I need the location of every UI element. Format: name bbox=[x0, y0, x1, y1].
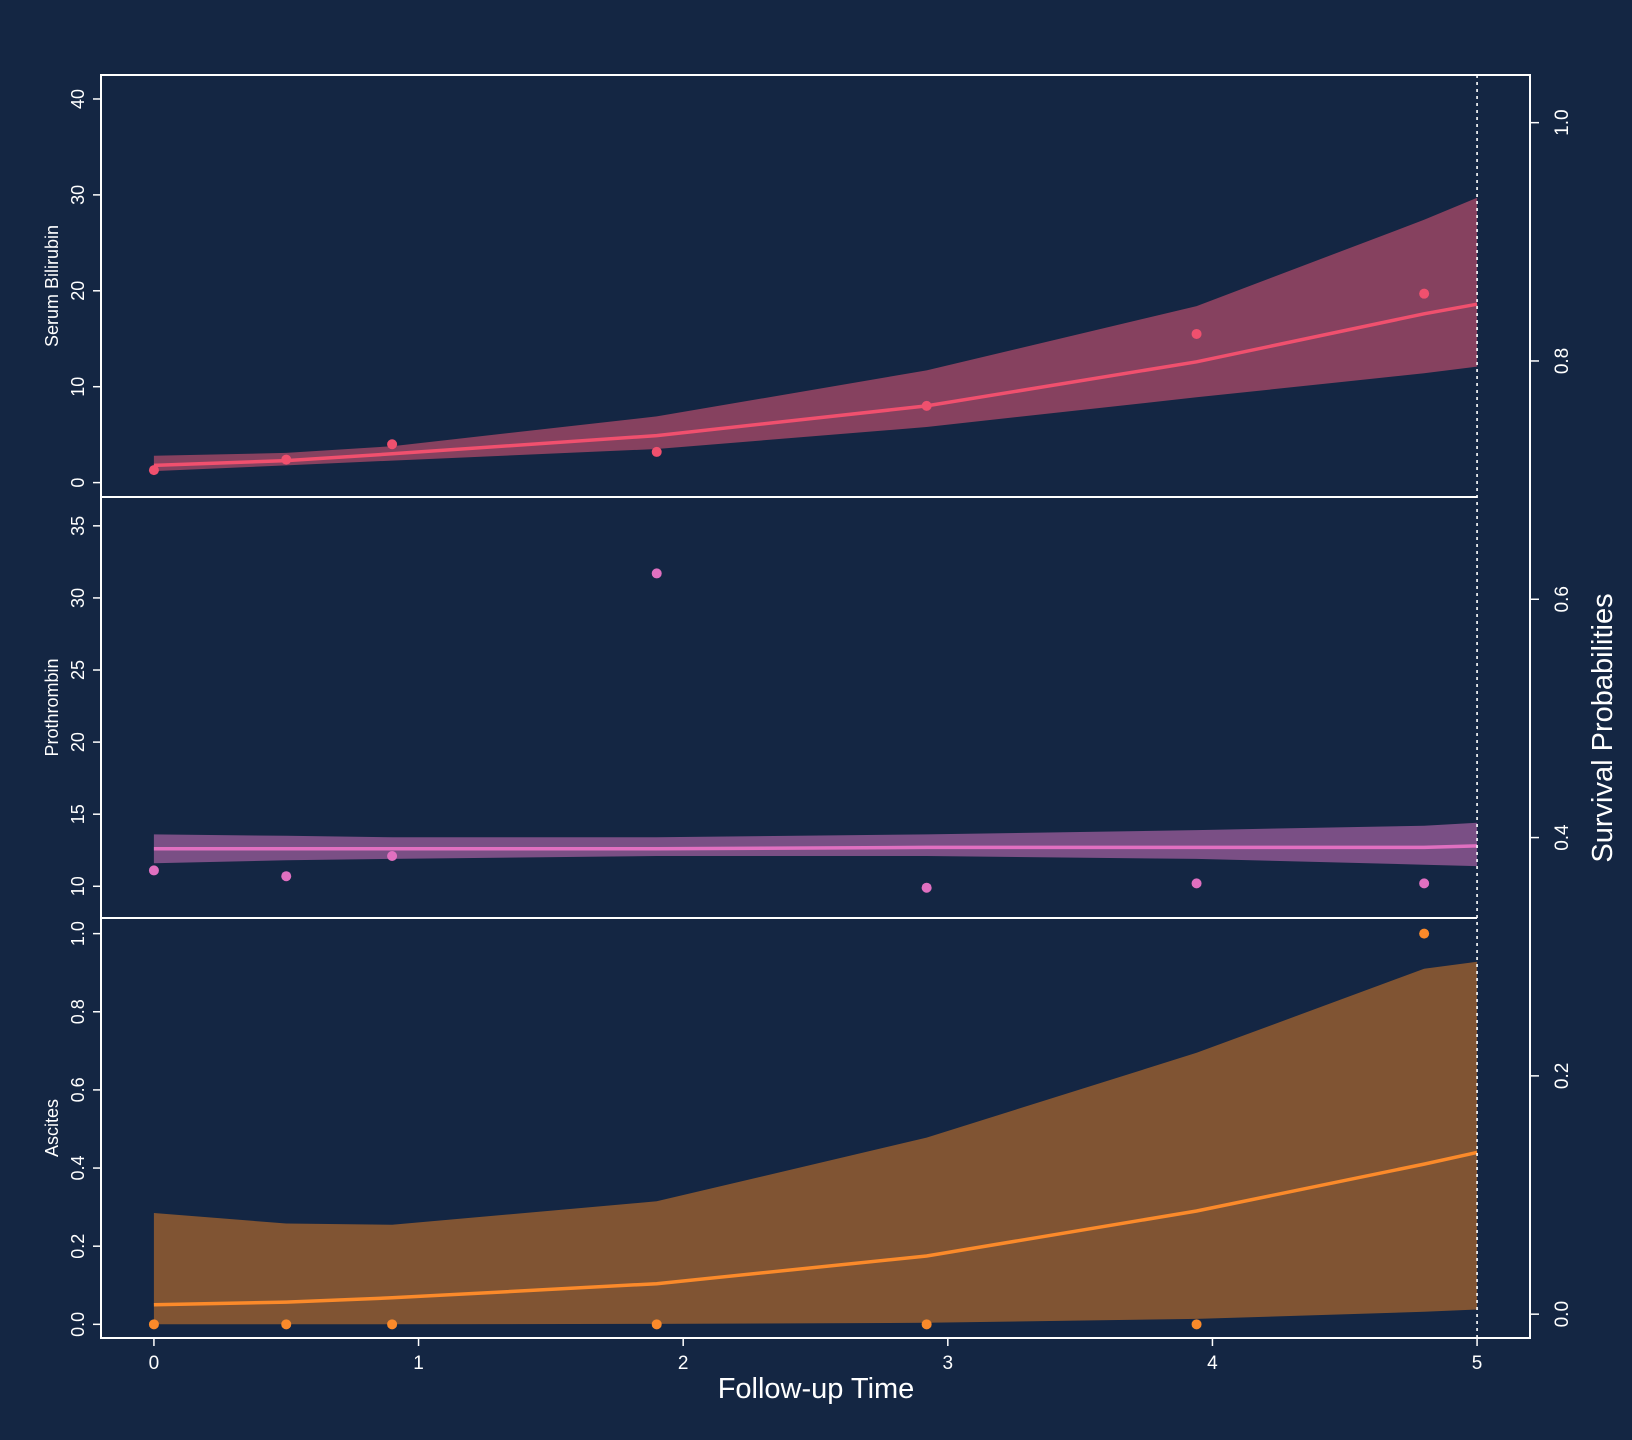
x-tick-label: 3 bbox=[943, 1353, 954, 1374]
fitted-line bbox=[153, 844, 1478, 851]
data-point bbox=[148, 465, 159, 476]
x-tick-label: 2 bbox=[678, 1353, 689, 1374]
x-tick-label: 0 bbox=[149, 1353, 160, 1374]
data-point bbox=[281, 871, 292, 882]
y-tick-label: 0.4 bbox=[68, 1156, 88, 1181]
y-tick-label: 10 bbox=[68, 377, 88, 397]
y-tick-label: 40 bbox=[68, 89, 88, 109]
y2-tick-label: 0.6 bbox=[1552, 586, 1573, 612]
right-axis: 0.0 0.2 0.4 0.6 0.8 1.0 bbox=[1530, 109, 1573, 1327]
x-axis-label: Follow-up Time bbox=[718, 1373, 915, 1405]
panels: 0 10 20 30 40 Serum Bilirubin 10 15 20 25 30 35 Prot… bbox=[42, 74, 1531, 1339]
y2-tick-label: 0.2 bbox=[1552, 1063, 1573, 1089]
data-point bbox=[148, 865, 159, 876]
data-point bbox=[387, 1319, 398, 1330]
data-point bbox=[387, 439, 398, 450]
y-tick-label: 1.0 bbox=[68, 921, 88, 946]
confidence-band bbox=[153, 822, 1478, 867]
y-axis-label: Serum Bilirubin bbox=[42, 225, 62, 347]
y-tick-label: 0 bbox=[68, 478, 88, 488]
y-tick-label: 30 bbox=[68, 185, 88, 205]
data-point bbox=[281, 1319, 292, 1330]
x-tick-label: 1 bbox=[413, 1353, 424, 1374]
y2-tick-label: 0.8 bbox=[1552, 348, 1573, 374]
panel-ascites: 0.0 0.2 0.4 0.6 0.8 1.0 Ascites bbox=[42, 921, 1478, 1337]
data-point bbox=[148, 1319, 159, 1330]
y2-tick-label: 0.0 bbox=[1552, 1301, 1573, 1327]
data-point bbox=[921, 400, 932, 411]
confidence-band bbox=[153, 197, 1478, 472]
x-tick-label: 5 bbox=[1472, 1353, 1483, 1374]
plot-frame bbox=[100, 74, 1531, 1339]
right-axis-label: Survival Probabilities bbox=[1587, 593, 1619, 862]
data-point bbox=[1191, 878, 1202, 889]
y-axis-label: Ascites bbox=[42, 1099, 62, 1157]
data-point bbox=[651, 446, 662, 457]
y2-tick-label: 0.4 bbox=[1552, 824, 1573, 851]
y-tick-label: 35 bbox=[68, 516, 88, 536]
y-tick-label: 0.2 bbox=[68, 1234, 88, 1259]
data-point bbox=[1419, 288, 1430, 299]
data-point bbox=[651, 1319, 662, 1330]
y-tick-label: 0.6 bbox=[68, 1077, 88, 1102]
data-point bbox=[1419, 878, 1430, 889]
panel-prothrombin: 10 15 20 25 30 35 Prothrombin bbox=[42, 516, 1478, 896]
y-tick-label: 20 bbox=[68, 732, 88, 752]
y-tick-label: 0.0 bbox=[68, 1312, 88, 1337]
y-tick-label: 10 bbox=[68, 876, 88, 896]
confidence-band bbox=[153, 961, 1478, 1325]
panel-bilirubin: 0 10 20 30 40 Serum Bilirubin bbox=[42, 89, 1478, 488]
data-point bbox=[1191, 1319, 1202, 1330]
y-tick-label: 20 bbox=[68, 281, 88, 301]
y-tick-label: 30 bbox=[68, 588, 88, 608]
data-point bbox=[387, 851, 398, 862]
y-tick-label: 25 bbox=[68, 660, 88, 680]
data-point bbox=[921, 1319, 932, 1330]
data-point bbox=[1419, 928, 1430, 939]
y2-tick-label: 1.0 bbox=[1552, 109, 1573, 135]
data-point bbox=[921, 882, 932, 893]
y-tick-label: 0.8 bbox=[68, 999, 88, 1024]
y-tick-label: 15 bbox=[68, 804, 88, 824]
data-point bbox=[1191, 328, 1202, 339]
x-axis: 0 1 2 3 4 5 bbox=[149, 1338, 1483, 1374]
data-point bbox=[281, 454, 292, 465]
data-point bbox=[651, 568, 662, 579]
fitted-line bbox=[153, 302, 1478, 468]
fitted-line bbox=[153, 1150, 1478, 1307]
y-axis-label: Prothrombin bbox=[42, 658, 62, 756]
x-tick-label: 4 bbox=[1207, 1353, 1218, 1374]
